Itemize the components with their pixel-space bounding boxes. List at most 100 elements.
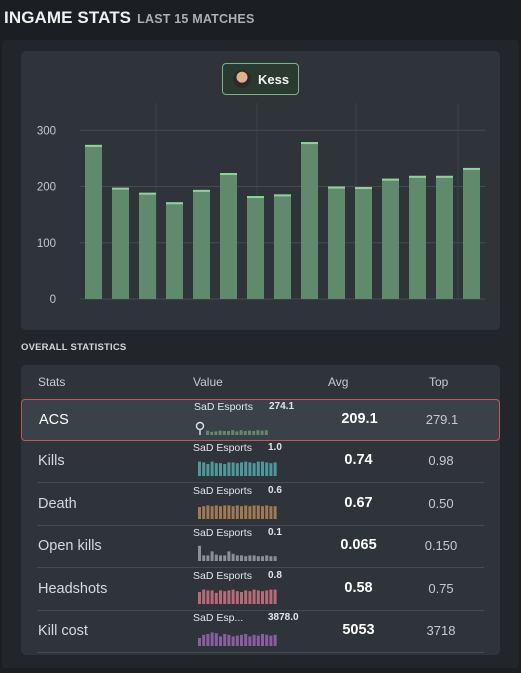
row-divider bbox=[37, 610, 484, 611]
chart-bar[interactable] bbox=[166, 202, 183, 299]
header-top: Top bbox=[429, 375, 449, 389]
top-value: 0.50 bbox=[428, 496, 454, 511]
chart-bar-cap bbox=[274, 194, 291, 197]
team-name: SaD Esports bbox=[194, 401, 253, 413]
sparkline-bar bbox=[240, 506, 243, 519]
sparkline-bar bbox=[252, 505, 256, 519]
player-selector[interactable]: Kess bbox=[222, 63, 299, 95]
page-header: INGAME STATS LAST 15 MATCHES bbox=[4, 8, 255, 30]
stats-row[interactable]: Open kills SaD Esports 0.1 0.065 0.150 bbox=[21, 526, 500, 568]
top-value: 0.75 bbox=[428, 581, 454, 596]
stats-row[interactable]: ACS SaD Esports 274.1 209.1 279.1 bbox=[21, 399, 500, 441]
chart-bar-cap bbox=[463, 167, 480, 170]
sparkline-bar bbox=[265, 590, 269, 604]
header-value: Value bbox=[193, 375, 223, 389]
sparkline-bar bbox=[231, 430, 235, 435]
chart-bar[interactable] bbox=[220, 173, 237, 299]
sparkline-bar bbox=[206, 505, 210, 519]
sparkline-bar bbox=[269, 589, 273, 604]
sparkline-bar bbox=[223, 505, 227, 519]
sparkline-bar bbox=[210, 551, 214, 561]
chart-bar[interactable] bbox=[355, 187, 372, 299]
sparkline-bar bbox=[243, 431, 247, 435]
sparkline-bar bbox=[235, 555, 239, 561]
sparkline-bar bbox=[273, 462, 277, 476]
sparkline-bar bbox=[219, 506, 222, 519]
chart-bar[interactable] bbox=[328, 186, 345, 300]
chart-bar[interactable] bbox=[274, 194, 291, 299]
sparkline-bar bbox=[206, 555, 210, 561]
sparkline-bar bbox=[198, 461, 201, 476]
sparkline-bar bbox=[273, 556, 277, 561]
sparkline-bar bbox=[231, 589, 235, 604]
stats-row[interactable]: Kills SaD Esports 1.0 0.74 0.98 bbox=[21, 441, 500, 483]
team-name: SaD Esports bbox=[193, 442, 252, 454]
chart-bar[interactable] bbox=[301, 142, 318, 299]
sparkline-bar bbox=[256, 556, 260, 561]
sparkline-bar bbox=[227, 431, 230, 435]
sparkline-bar bbox=[210, 506, 214, 519]
sparkline-bar bbox=[248, 636, 252, 646]
sparkline-bar bbox=[235, 463, 239, 476]
chart-bar-cap bbox=[409, 175, 426, 178]
top-value: 0.150 bbox=[424, 538, 458, 553]
sparkline-bar bbox=[214, 431, 218, 435]
sparkline-bar bbox=[244, 556, 248, 561]
sparkline-bar bbox=[261, 461, 264, 476]
avg-value: 209.1 bbox=[341, 411, 378, 427]
team-name: SaD Esports bbox=[193, 527, 252, 539]
stat-name: ACS bbox=[39, 412, 69, 428]
sparkline-bar bbox=[240, 555, 243, 561]
mini-sparkline bbox=[195, 421, 268, 435]
chart-bar[interactable] bbox=[85, 144, 102, 299]
y-tick-label: 200 bbox=[37, 182, 56, 194]
sparkline-bar bbox=[265, 634, 269, 646]
chart-bar-cap bbox=[328, 186, 345, 189]
chart-bar[interactable] bbox=[193, 189, 210, 299]
avg-value: 0.67 bbox=[344, 495, 373, 511]
chart-bar[interactable] bbox=[436, 175, 453, 299]
stats-row[interactable]: Death SaD Esports 0.6 0.67 0.50 bbox=[21, 484, 500, 526]
sparkline-bar bbox=[248, 430, 251, 435]
marker-pin-icon bbox=[195, 421, 205, 431]
sparkline-bar bbox=[248, 506, 252, 519]
team-value: 274.1 bbox=[269, 401, 295, 412]
sparkline-bar bbox=[231, 506, 235, 519]
sparkline-bar bbox=[198, 507, 201, 519]
sparkline-bar bbox=[265, 555, 269, 561]
y-tick-label: 100 bbox=[37, 238, 56, 250]
sparkline-bar bbox=[219, 555, 222, 561]
team-value: 0.8 bbox=[268, 570, 282, 581]
avg-value: 0.74 bbox=[344, 452, 373, 468]
team-name: SaD Esports bbox=[193, 570, 252, 582]
mini-sparkline bbox=[198, 589, 277, 604]
chart-bar-cap bbox=[193, 189, 210, 192]
chart-bar-cap bbox=[220, 173, 237, 175]
sparkline-bar bbox=[240, 592, 243, 604]
sparkline-bar bbox=[210, 431, 214, 435]
chart-bar[interactable] bbox=[247, 196, 264, 299]
team-value: 3878.0 bbox=[268, 612, 299, 623]
row-divider bbox=[37, 525, 484, 526]
sparkline-bar bbox=[273, 506, 277, 519]
stat-name: Headshots bbox=[38, 581, 108, 597]
team-value: 0.6 bbox=[268, 485, 282, 496]
sparkline-bar bbox=[223, 464, 227, 476]
chart-bar[interactable] bbox=[409, 175, 426, 299]
stat-name: Open kills bbox=[38, 538, 102, 554]
sparkline-bar bbox=[252, 555, 256, 561]
sparkline-bar bbox=[202, 589, 206, 604]
sparkline-bar bbox=[244, 590, 248, 604]
chart-bar[interactable] bbox=[112, 187, 129, 299]
sparkline-bar bbox=[256, 590, 260, 604]
sparkline-bar bbox=[235, 431, 239, 435]
sparkline-bar bbox=[198, 592, 201, 604]
sparkline-bar bbox=[218, 430, 222, 435]
chart-bar[interactable] bbox=[382, 178, 399, 299]
team-value: 0.1 bbox=[268, 527, 282, 538]
stats-row[interactable]: Kill cost SaD Esp... 3878.0 5053 3718 bbox=[21, 611, 500, 653]
chart-bar-cap bbox=[85, 144, 102, 147]
stats-row[interactable]: Headshots SaD Esports 0.8 0.58 0.75 bbox=[21, 569, 500, 611]
chart-bar[interactable] bbox=[463, 167, 480, 299]
chart-bar[interactable] bbox=[139, 192, 156, 299]
